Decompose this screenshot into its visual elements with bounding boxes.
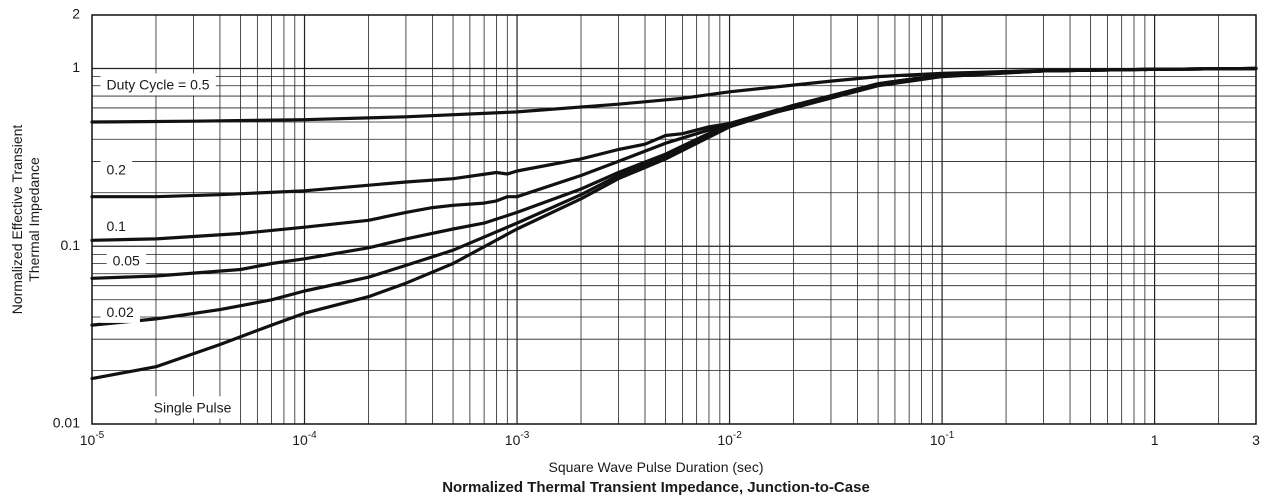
grid [92,15,1256,424]
x-tick-label: 10-3 [505,430,530,448]
series-label: 0.1 [106,218,126,234]
y-axis-title-line1: Normalized Effective Transient [9,125,25,315]
plot-frame [91,14,1257,425]
series-label-bg [100,214,133,237]
series-label: 0.2 [106,162,126,178]
x-tick-label: 1 [1151,432,1159,448]
x-tick-label: 3 [1252,432,1260,448]
x-tick-label: 10-4 [292,430,317,448]
series-line [90,66,1258,327]
series-label-bg [106,249,147,272]
y-tick-label: 0.1 [61,237,81,253]
y-tick-label: 1 [72,59,80,75]
x-axis-title: Square Wave Pulse Duration (sec) [548,459,763,475]
x-tick-label: 10-5 [80,430,105,448]
series-label: 0.05 [113,252,140,268]
chart-caption: Normalized Thermal Transient Impedance, … [442,479,870,496]
series-line [90,66,1258,199]
series-label: Duty Cycle = 0.5 [106,76,209,92]
x-tick-label: 10-1 [930,430,955,448]
y-tick-labels: 0.01 0.1 1 2 [53,6,80,431]
x-tick-labels: 10-5 10-4 10-3 10-2 10-1 1 3 [80,430,1260,448]
y-tick-label: 2 [72,6,80,22]
y-tick-label: 0.01 [53,415,80,431]
series-label-bg [100,300,140,323]
series-label-bg [100,158,133,181]
series-labels: Duty Cycle = 0.5 0.2 0.1 0.05 0.02 Single Pul… [100,73,238,419]
y-axis-title-line2: Thermal Impedance [26,157,42,282]
series-label: Single Pulse [154,399,232,415]
series-label-bg [100,73,216,96]
x-tick-label: 10-2 [717,430,742,448]
series-label: 0.02 [106,304,133,320]
series-line [90,66,1258,381]
series-label-bg [147,396,238,419]
series-lines [90,66,1258,381]
